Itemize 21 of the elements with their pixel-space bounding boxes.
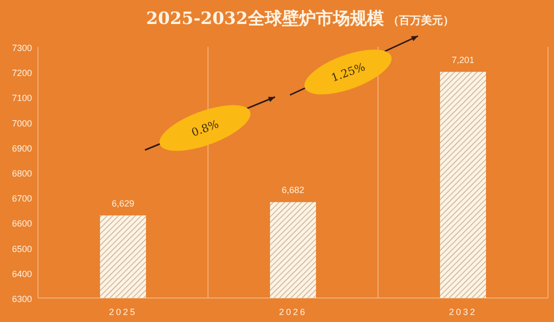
y-tick-label: 6500: [12, 244, 32, 254]
y-tick-label: 7000: [12, 118, 32, 128]
y-tick-label: 6400: [12, 268, 32, 279]
x-tick-label: 2032: [448, 307, 478, 317]
x-tick-label: 2025: [108, 307, 138, 317]
annotation: 0.8%: [190, 118, 221, 140]
chart-title: 2025-2032全球壁炉市场规模: [146, 9, 384, 29]
y-tick-label: 6300: [12, 294, 32, 304]
y-tick-label: 7100: [12, 93, 32, 104]
chart-subtitle: （百万美元）: [388, 14, 454, 27]
y-tick-label: 6900: [12, 143, 32, 154]
y-tick-label: 6700: [12, 194, 32, 204]
y-tick-label: 7300: [12, 43, 32, 53]
y-tick-label: 6600: [12, 218, 32, 229]
y-tick-label: 7200: [12, 68, 32, 78]
data-label: 6,682: [282, 185, 304, 196]
y-tick-label: 6800: [12, 168, 32, 178]
data-label: 7,201: [452, 54, 474, 65]
x-tick-label: 2026: [278, 307, 308, 317]
data-label: 6,629: [112, 198, 134, 208]
annotation: 1.25%: [330, 60, 367, 85]
